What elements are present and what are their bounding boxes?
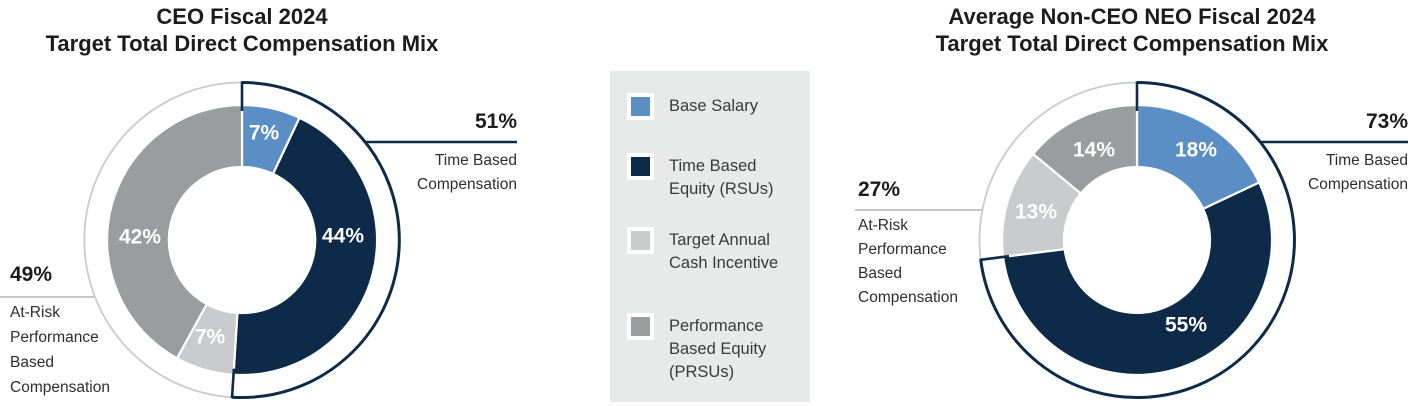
legend-swatch-1 xyxy=(631,157,650,176)
legend-item-label: Target Annual Cash Incentive xyxy=(669,231,779,272)
chart-title-neo: Average Non-CEO NEO Fiscal 2024 Target T… xyxy=(935,4,1329,56)
neo-at-risk-label: At-Risk Performance Based Compensation xyxy=(858,217,958,306)
ceo-time-based-pct: 51% xyxy=(474,110,517,133)
segment-value-label: 55% xyxy=(1165,314,1207,337)
outer-arc-at-risk xyxy=(83,81,243,399)
segment-value-label: 7% xyxy=(195,326,226,349)
segment-value-label: 44% xyxy=(322,225,364,248)
ceo-time-based-label: Time Based Compensation xyxy=(417,152,517,193)
legend-swatch-2 xyxy=(631,231,650,250)
ceo-at-risk-pct: 49% xyxy=(10,263,53,286)
base-salary-swatch-icon xyxy=(627,93,654,120)
legend-item-time-based-equity: Time Based Equity (RSUs) xyxy=(627,153,774,201)
donut-segment-time-based-equity-rsus xyxy=(1001,181,1274,376)
legend-item-cash-incentive: Target Annual Cash Incentive xyxy=(627,227,778,275)
performance-equity-swatch-icon xyxy=(627,313,654,340)
chart-title-ceo: CEO Fiscal 2024 Target Total Direct Comp… xyxy=(45,4,439,56)
neo-time-based-label: Time Based Compensation xyxy=(1308,152,1408,193)
legend-item-performance-equity: Performance Based Equity (PRSUs) xyxy=(627,313,766,384)
legend-item-label: Performance Based Equity (PRSUs) xyxy=(669,317,767,381)
time-based-equity-swatch-icon xyxy=(627,153,654,180)
segment-value-label: 14% xyxy=(1073,139,1115,162)
arc-tick xyxy=(230,368,236,399)
neo-at-risk-pct: 27% xyxy=(858,178,901,201)
legend: Base Salary Time Based Equity (RSUs) Tar… xyxy=(610,71,810,402)
legend-item-base-salary: Base Salary xyxy=(627,93,758,120)
donut-segment-performance-based-equity-prsus xyxy=(105,103,244,360)
ceo-at-risk-label: At-Risk Performance Based Compensation xyxy=(10,304,110,396)
outer-arc-at-risk xyxy=(978,81,1138,260)
arc-tick xyxy=(979,254,1010,262)
outer-arc-time-based xyxy=(232,81,401,399)
segment-value-label: 18% xyxy=(1175,139,1217,162)
legend-swatch-0 xyxy=(631,97,650,116)
neo-time-based-pct: 73% xyxy=(1365,110,1408,133)
segment-value-label: 7% xyxy=(249,122,280,145)
legend-item-label: Time Based Equity (RSUs) xyxy=(669,157,774,198)
segment-value-label: 13% xyxy=(1015,201,1057,224)
legend-item-label: Base Salary xyxy=(669,97,758,115)
donut-segment-time-based-equity-rsus xyxy=(232,116,379,377)
segment-value-label: 42% xyxy=(119,226,161,249)
cash-incentive-swatch-icon xyxy=(627,227,654,254)
outer-arc-time-based xyxy=(979,81,1296,399)
legend-swatch-3 xyxy=(631,317,650,336)
